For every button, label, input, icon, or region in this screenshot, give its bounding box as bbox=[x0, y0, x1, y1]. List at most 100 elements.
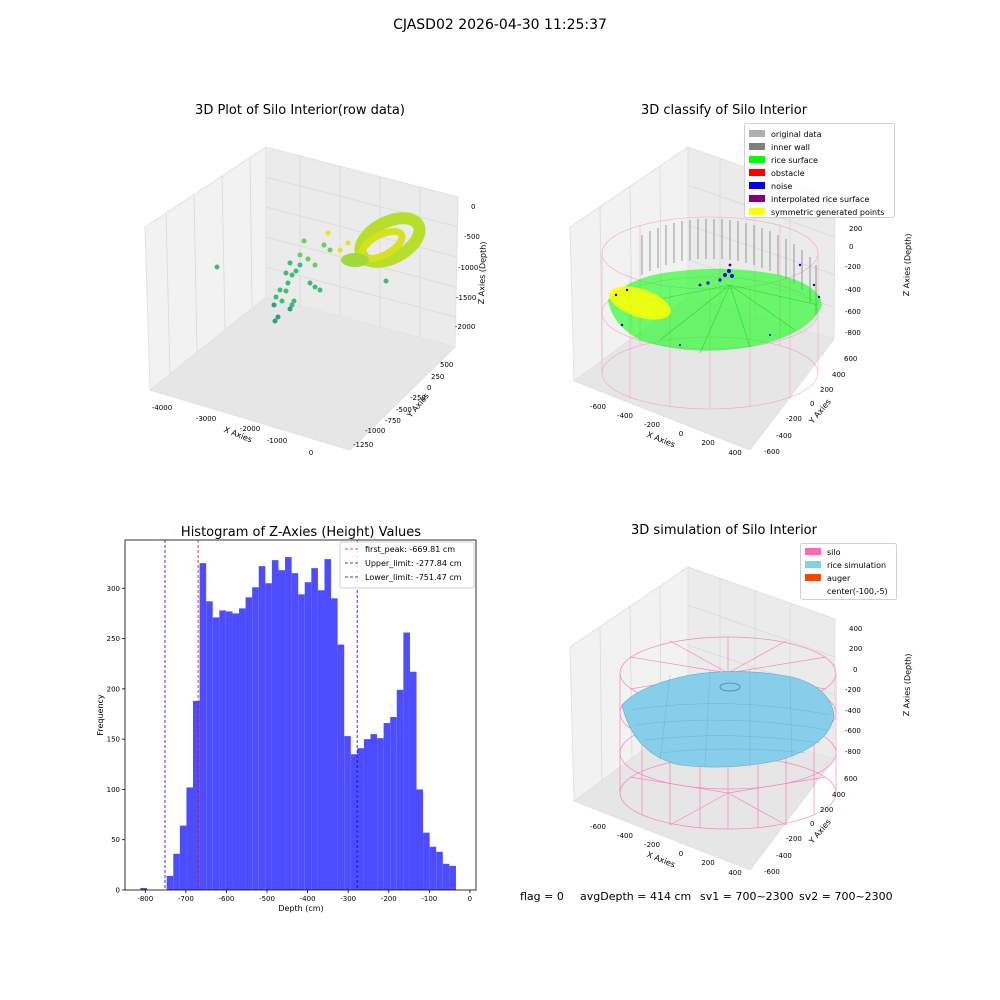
raw-data-points bbox=[214, 212, 426, 324]
histogram-bar bbox=[317, 590, 325, 890]
histogram-xtick-label: -700 bbox=[178, 895, 194, 903]
sv1-text: sv1 = 700~2300 bbox=[700, 890, 794, 903]
histogram-bar bbox=[285, 557, 292, 890]
histogram-axes-frame bbox=[124, 539, 477, 891]
histogram-vlines bbox=[164, 540, 358, 890]
histogram-bar bbox=[166, 875, 174, 890]
classify-legend-label: symmetric generated points bbox=[771, 208, 884, 217]
histogram-bar bbox=[206, 601, 213, 890]
raw-xtick: -3000 bbox=[196, 415, 216, 423]
histogram-bar bbox=[324, 559, 332, 890]
histogram-bar bbox=[225, 611, 233, 890]
classify-z-axis-label: Z Axies (Depth) bbox=[902, 233, 913, 296]
simulation-legend-label: rice simulation bbox=[827, 561, 886, 570]
classify-xtick: 200 bbox=[701, 439, 714, 447]
classify-inner-wall bbox=[641, 219, 817, 315]
classify-legend-label: interpolated rice surface bbox=[771, 195, 869, 204]
histogram-bar bbox=[212, 617, 220, 890]
raw-floor-pane bbox=[148, 296, 456, 451]
simulation-ztick: 0 bbox=[853, 666, 857, 674]
raw-xtick: -4000 bbox=[152, 404, 172, 412]
raw-ytick: -1250 bbox=[353, 441, 373, 449]
histogram-bar bbox=[357, 748, 364, 890]
classify-x-axis-label: X Axies bbox=[646, 430, 677, 449]
classify-legend-swatch bbox=[749, 143, 765, 150]
classify-ytick: -600 bbox=[764, 448, 780, 456]
classify-ztick: 200 bbox=[849, 225, 862, 233]
raw-ztick: -2000 bbox=[455, 323, 475, 331]
histogram-bar bbox=[449, 865, 456, 890]
simulation-ztick: -600 bbox=[845, 727, 861, 735]
histogram-bars bbox=[140, 557, 456, 890]
histogram-bar bbox=[350, 754, 358, 890]
raw-ytick: 250 bbox=[431, 373, 444, 381]
simulation-3d-plot: -600 -400 -200 0 200 400 600 400 200 0 -… bbox=[569, 566, 913, 877]
simulation-ytick: 200 bbox=[820, 806, 833, 814]
classify-ztick: 0 bbox=[849, 243, 853, 251]
simulation-legend-swatch bbox=[805, 548, 821, 555]
raw-z-axis-label: Z Axies (Depth) bbox=[477, 241, 488, 304]
histogram-bar bbox=[173, 853, 180, 890]
histogram-bar bbox=[423, 832, 430, 890]
histogram-ytick-label: 0 bbox=[116, 887, 120, 895]
classify-noise-points bbox=[614, 263, 821, 346]
simulation-rice-dip bbox=[719, 682, 741, 692]
histogram-bar bbox=[252, 587, 259, 890]
histogram-bar bbox=[140, 887, 147, 890]
classify-legend-label: rice surface bbox=[771, 156, 818, 165]
simulation-legend-swatch bbox=[805, 561, 821, 568]
histogram-bar bbox=[370, 734, 378, 890]
histogram-bar bbox=[344, 736, 351, 890]
simulation-ytick: 600 bbox=[844, 775, 857, 783]
simulation-xtick: 0 bbox=[679, 850, 683, 858]
raw-xtick: 0 bbox=[309, 449, 313, 457]
histogram-bar bbox=[193, 700, 200, 890]
raw-ytick: -500 bbox=[396, 406, 412, 414]
simulation-legend: silo rice simulation auger center(-100,-5) bbox=[800, 543, 897, 600]
simulation-ztick: -800 bbox=[845, 748, 861, 756]
classify-legend: original data inner wall rice surface obsta… bbox=[744, 123, 895, 218]
histogram-bar bbox=[298, 594, 305, 890]
histogram-xtick-label: -200 bbox=[381, 895, 397, 903]
classify-legend-swatch bbox=[749, 195, 765, 202]
histogram-xtick-label: -300 bbox=[340, 895, 356, 903]
simulation-xtick: -400 bbox=[617, 832, 633, 840]
simulation-ztick: 200 bbox=[849, 645, 862, 653]
histogram-ytick-label: 200 bbox=[107, 685, 120, 693]
classify-ytick: -400 bbox=[776, 432, 792, 440]
classify-ztick: -200 bbox=[845, 263, 861, 271]
classify-ytick: -200 bbox=[786, 415, 802, 423]
raw-ytick: 500 bbox=[440, 361, 453, 369]
classify-rice-lines bbox=[629, 284, 819, 354]
histogram-legend-label: Lower_limit: -751.47 cm bbox=[365, 573, 462, 582]
simulation-xtick: -600 bbox=[590, 823, 606, 831]
simulation-tick-labels: -600 -400 -200 0 200 400 600 400 200 0 -… bbox=[590, 625, 862, 877]
histogram-x-axis-label: Depth (cm) bbox=[278, 904, 323, 913]
histogram-bar bbox=[199, 563, 207, 890]
histogram-bar bbox=[258, 566, 266, 890]
histogram-bar bbox=[232, 613, 240, 890]
histogram-xtick-label: 0 bbox=[468, 895, 472, 903]
histogram-bar bbox=[337, 644, 345, 890]
simulation-legend-label: silo bbox=[827, 548, 841, 557]
simulation-ytick: 400 bbox=[832, 791, 845, 799]
classify-legend-label: noise bbox=[771, 182, 792, 191]
histogram-y-axis-label: Frequency bbox=[96, 694, 105, 736]
classify-legend-label: obstacle bbox=[771, 169, 805, 178]
histogram-bar bbox=[396, 689, 404, 890]
raw-ytick: -1000 bbox=[365, 427, 385, 435]
classify-ztick: -800 bbox=[845, 329, 861, 337]
raw-3d-plot: -4000 -3000 -2000 -1000 0 500 250 0 -250… bbox=[144, 146, 488, 457]
histogram-x-ticks: -800 -700 -600 -500 -400 -300 -200 -100 0 bbox=[137, 890, 472, 903]
raw-tick-labels: -4000 -3000 -2000 -1000 0 500 250 0 -250… bbox=[152, 203, 480, 457]
histogram-bar bbox=[363, 739, 371, 890]
histogram-bar bbox=[291, 573, 299, 890]
classify-symmetric-points bbox=[609, 286, 671, 320]
histogram-bar bbox=[403, 632, 410, 890]
classify-xtick: 400 bbox=[728, 449, 741, 457]
classify-xtick: -600 bbox=[590, 403, 606, 411]
simulation-xtick: 400 bbox=[728, 869, 741, 877]
histogram-ytick-label: 250 bbox=[107, 635, 120, 643]
classify-ytick: 600 bbox=[844, 355, 857, 363]
classify-ztick: -600 bbox=[845, 308, 861, 316]
